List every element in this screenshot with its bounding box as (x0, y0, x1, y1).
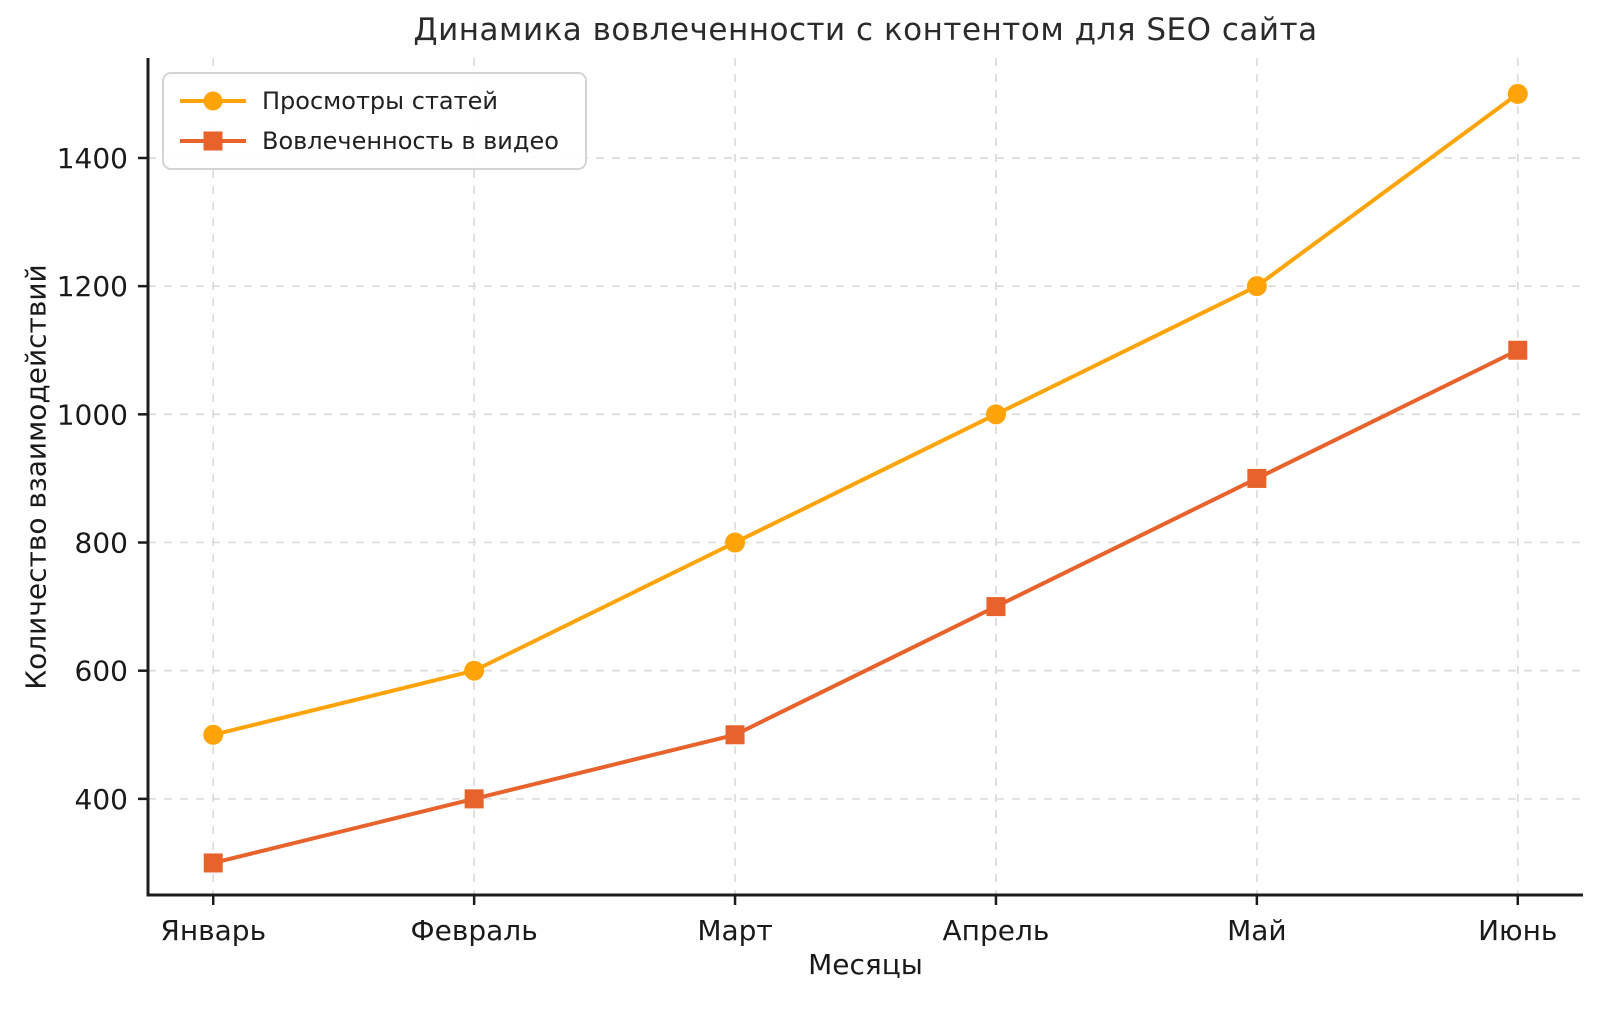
legend-square-marker-icon (203, 131, 223, 151)
data-point-circle (985, 404, 1006, 425)
data-point-circle (1507, 83, 1528, 104)
legend: Просмотры статей Вовлеченность в видео (162, 72, 587, 170)
x-tick-label: Июнь (1478, 914, 1557, 947)
legend-swatch (180, 90, 246, 112)
series-line (211, 91, 1520, 737)
x-tick-label: Март (697, 914, 772, 947)
x-axis-label: Месяцы (808, 948, 923, 981)
data-point-square (725, 725, 745, 745)
chart-title: Динамика вовлеченности с контентом для S… (413, 12, 1318, 48)
y-tick-label: 1200 (57, 270, 128, 303)
legend-swatch (180, 130, 246, 152)
y-tick-label: 400 (75, 783, 128, 816)
data-point-circle (1246, 276, 1267, 297)
legend-circle-marker-icon (203, 91, 223, 111)
x-tick-label: Апрель (943, 914, 1050, 947)
data-point-square (1508, 340, 1528, 360)
y-tick-label: 600 (75, 655, 128, 688)
data-point-square (986, 597, 1006, 617)
data-point-square (203, 853, 223, 873)
data-point-square (1247, 468, 1267, 488)
legend-item: Вовлеченность в видео (180, 126, 559, 156)
x-tick-label: Февраль (411, 914, 538, 947)
x-tick-label: Январь (160, 914, 266, 947)
y-tick-label: 1000 (57, 398, 128, 431)
y-tick-label: 800 (75, 527, 128, 560)
data-point-circle (464, 660, 485, 681)
legend-item: Просмотры статей (180, 86, 559, 116)
y-tick-label: 1400 (57, 142, 128, 175)
data-point-circle (725, 532, 746, 553)
y-axis-label: Количество взаимодействий (19, 264, 53, 690)
legend-label: Вовлеченность в видео (262, 127, 559, 155)
series-line (211, 348, 1520, 865)
legend-label: Просмотры статей (262, 87, 498, 115)
data-point-square (464, 789, 484, 809)
data-point-circle (203, 724, 224, 745)
x-tick-label: Май (1227, 914, 1287, 947)
